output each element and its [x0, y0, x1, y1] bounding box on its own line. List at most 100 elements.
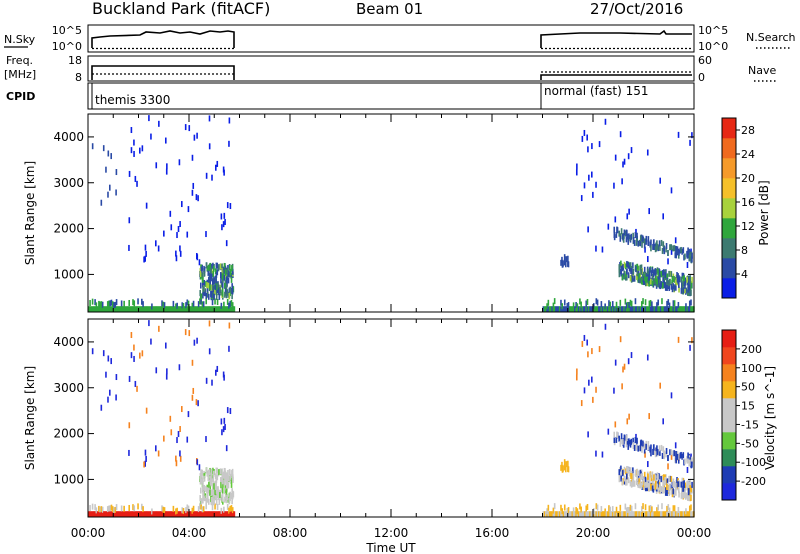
velocity-cell — [623, 434, 626, 441]
velocity-cell — [619, 336, 622, 343]
power-cell — [628, 306, 631, 313]
velocity-cell — [663, 511, 666, 518]
power-cell — [125, 306, 128, 313]
velocity-cell — [120, 505, 123, 512]
power-cell — [202, 301, 205, 308]
velocity-cell — [221, 429, 223, 436]
power-cell — [99, 306, 102, 313]
power-cell — [572, 302, 575, 309]
velocity-cell — [198, 464, 201, 471]
velocity-cell — [664, 477, 666, 484]
power-cell — [651, 301, 653, 308]
velocity-cell — [152, 511, 155, 518]
velocity-cell — [209, 483, 212, 490]
power-cell — [177, 306, 180, 313]
velocity-cell — [637, 511, 640, 518]
power-cell — [139, 306, 142, 313]
velocity-cell — [579, 511, 582, 518]
velocity-cell — [641, 479, 644, 486]
power-cell — [231, 302, 234, 309]
velocity-cell — [677, 457, 680, 464]
power-cell — [659, 306, 662, 313]
power-cell — [595, 306, 598, 313]
velocity-cell — [567, 507, 570, 514]
colorbar-segment — [722, 398, 736, 416]
velocity-cell — [558, 511, 561, 518]
power-cell — [582, 306, 585, 313]
velocity-cell — [216, 488, 218, 495]
velocity-cell — [595, 503, 598, 510]
power-cell — [579, 306, 582, 313]
power-cell — [216, 262, 219, 269]
power-cell — [621, 265, 624, 272]
velocity-cell — [150, 338, 152, 345]
power-cell — [557, 306, 560, 313]
power-cell — [551, 306, 554, 313]
velocity-cell — [189, 511, 191, 518]
velocity-cell — [682, 481, 684, 488]
velocity-cell — [648, 485, 651, 492]
velocity-cell — [675, 511, 678, 518]
velocity-cell — [213, 470, 215, 477]
power-cell — [209, 306, 212, 313]
power-cell — [168, 306, 171, 313]
velocity-cell — [225, 488, 228, 495]
power-cell — [649, 267, 651, 274]
velocity-cell — [632, 480, 634, 487]
velocity-cell — [586, 503, 589, 510]
power-cell — [623, 158, 626, 165]
power-cell — [623, 229, 626, 236]
velocity-cell — [561, 508, 564, 515]
power-cell — [626, 274, 628, 281]
power-cell — [629, 235, 631, 242]
power-cell — [213, 278, 215, 285]
velocity-cell — [213, 483, 215, 490]
power-cell — [141, 298, 143, 305]
velocity-cell — [118, 511, 121, 518]
power-cell — [221, 224, 223, 231]
velocity-cell — [119, 511, 122, 518]
power-cell — [600, 306, 603, 313]
power-cell — [635, 239, 638, 246]
velocity-cell — [586, 511, 589, 518]
power-cell — [100, 301, 103, 308]
power-cell — [128, 299, 130, 306]
power-cell — [628, 233, 630, 240]
power-cell — [200, 306, 203, 313]
power-cell — [213, 293, 215, 300]
power-cell — [662, 213, 664, 220]
velocity-cell — [227, 496, 230, 503]
velocity-cell — [672, 511, 675, 518]
velocity-cell — [643, 511, 646, 518]
power-cell — [677, 276, 680, 283]
power-cell — [561, 256, 563, 263]
velocity-cell — [142, 506, 144, 513]
power-x-ticks — [87, 114, 695, 312]
velocity-cell — [202, 506, 205, 513]
velocity-cell — [230, 511, 233, 518]
power-cell — [577, 306, 580, 313]
power-cell — [644, 246, 646, 253]
velocity-cell — [218, 511, 221, 518]
velocity-cell — [133, 505, 136, 512]
velocity-cell — [660, 444, 663, 451]
velocity-cell — [181, 507, 184, 514]
power-cell — [196, 306, 199, 313]
velocity-cell — [661, 452, 664, 459]
power-cell — [690, 281, 693, 288]
power-cell — [192, 300, 195, 307]
power-cell — [138, 306, 141, 313]
power-cell — [656, 306, 659, 313]
velocity-cell — [114, 511, 117, 518]
power-cell — [106, 306, 109, 313]
velocity-cell — [128, 375, 131, 382]
velocity-x-ticks — [87, 319, 695, 517]
velocity-cell — [690, 494, 692, 501]
power-cell — [674, 245, 676, 252]
power-cell — [215, 288, 218, 295]
velocity-cell — [639, 482, 641, 489]
velocity-cell — [569, 511, 572, 518]
velocity-cell — [123, 511, 126, 518]
power-cell — [606, 306, 609, 313]
power-cell — [648, 280, 651, 287]
